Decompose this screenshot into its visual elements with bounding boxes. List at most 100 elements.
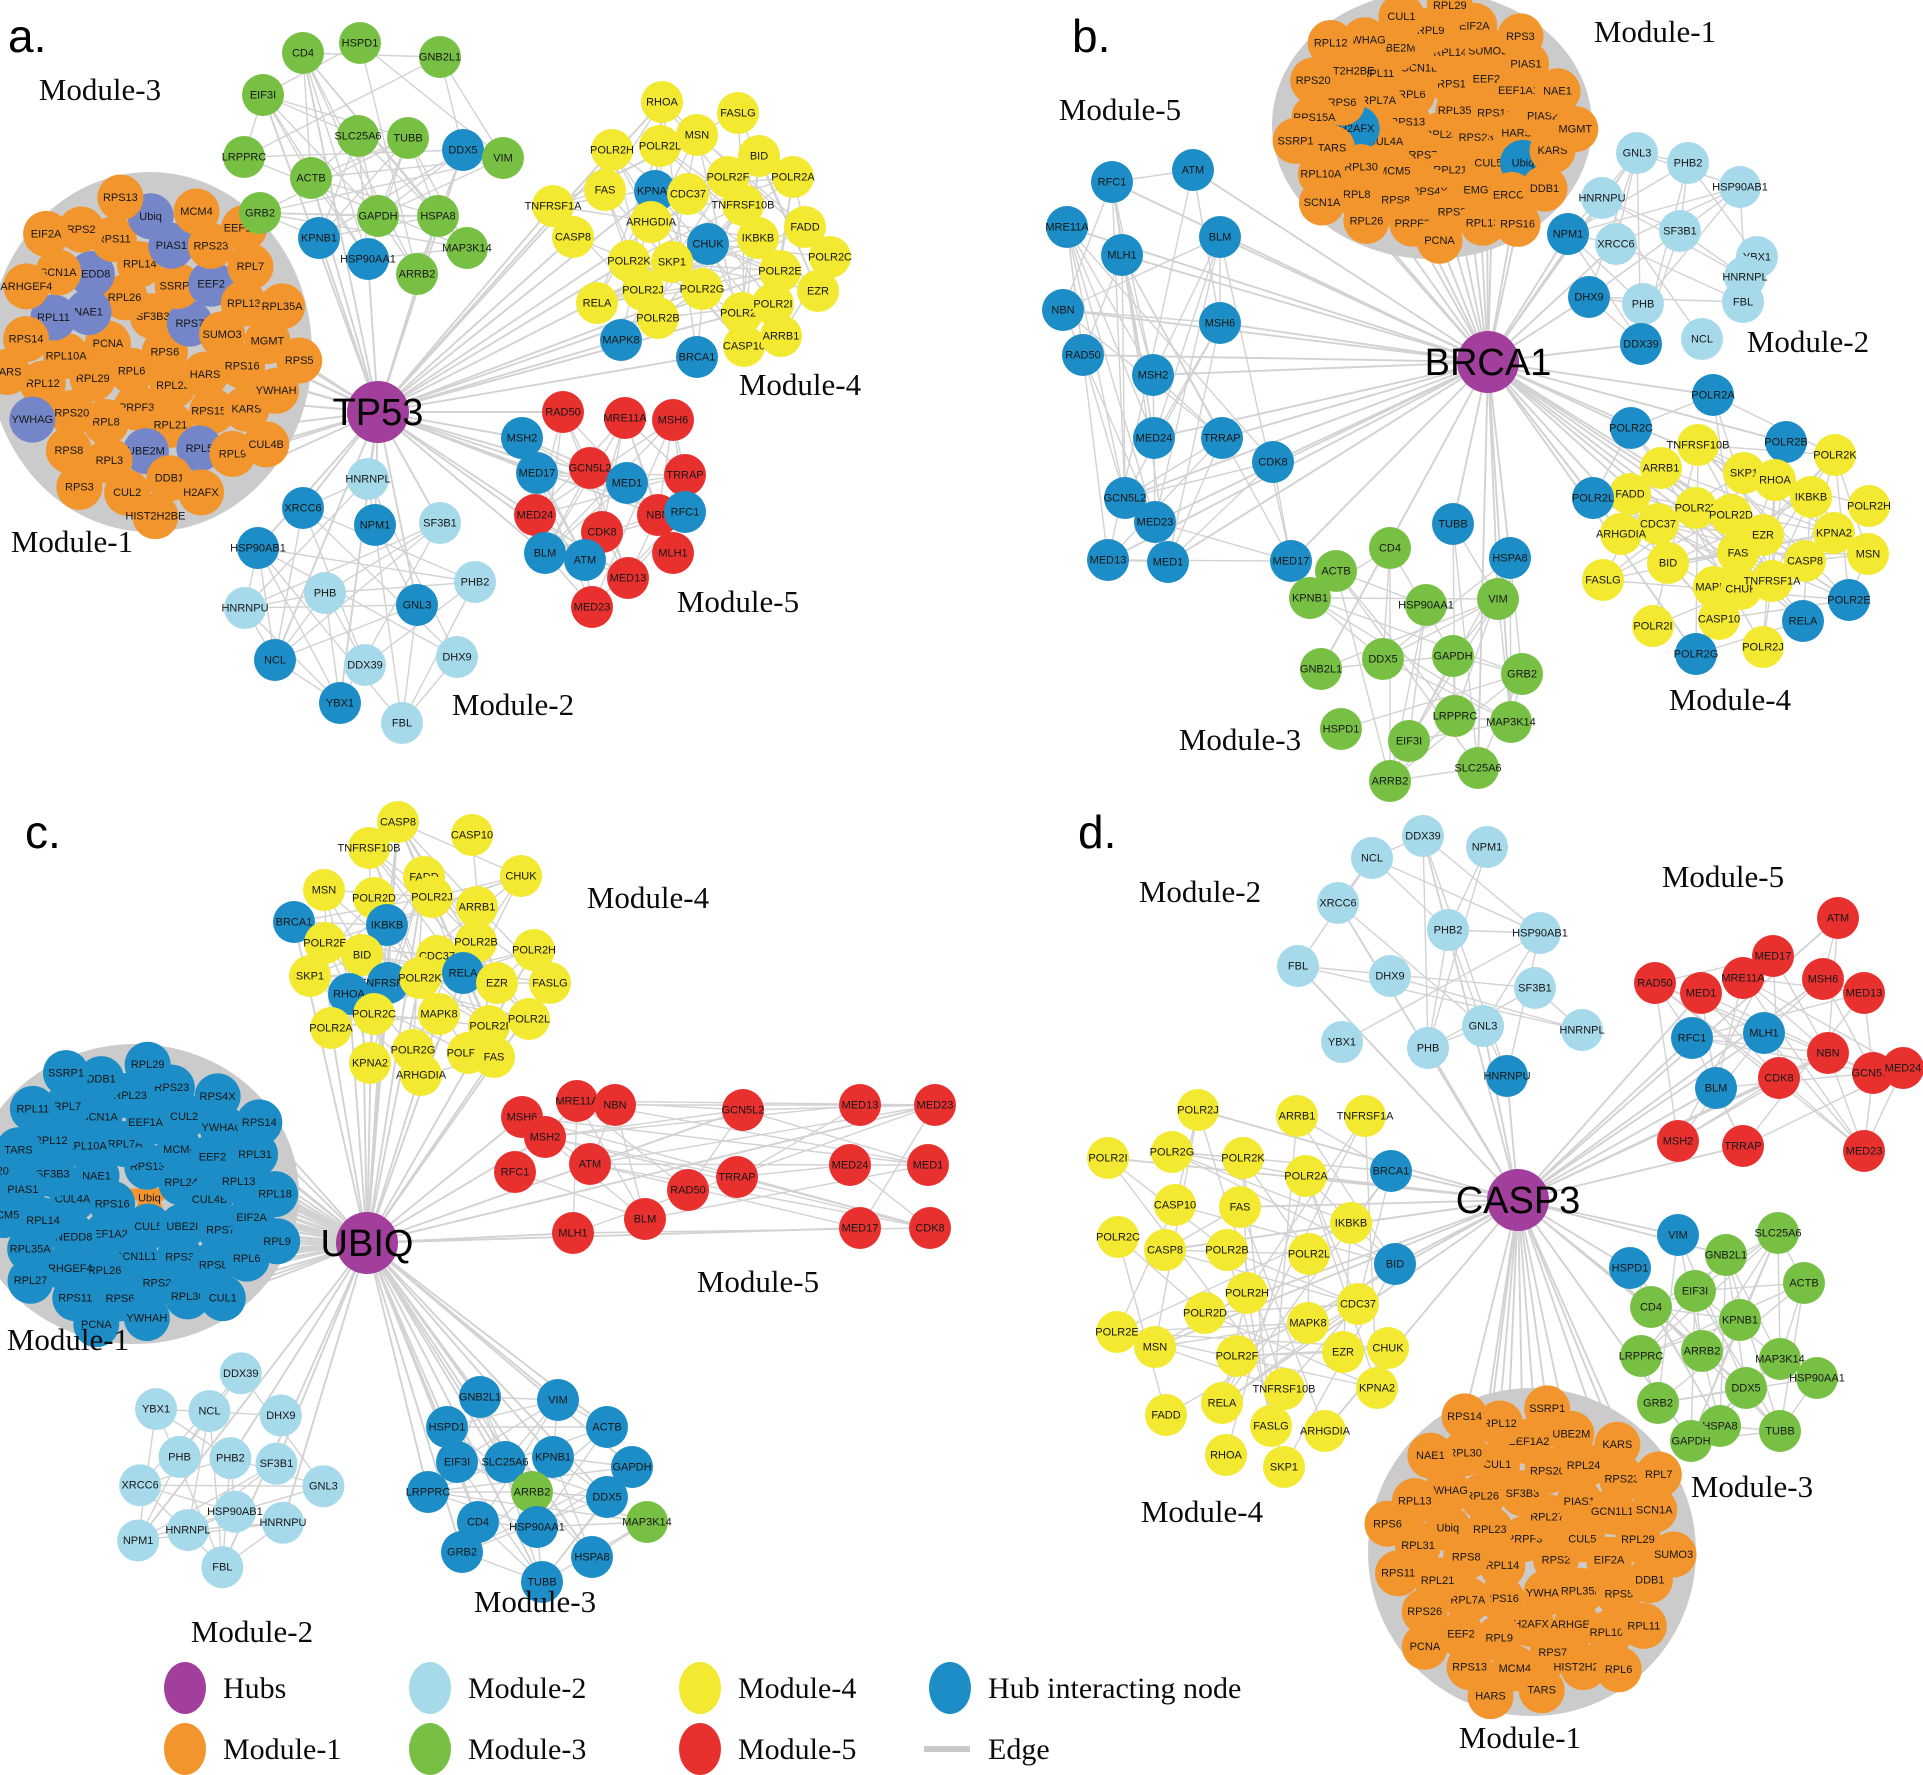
node-CDK8[interactable] [909, 1207, 951, 1249]
node-RPL27[interactable] [7, 1257, 54, 1304]
node-RPL29[interactable] [1426, 0, 1473, 29]
node-POLR2E[interactable] [1096, 1311, 1138, 1353]
node-EIF3I[interactable] [1674, 1270, 1716, 1312]
node-DDX39[interactable] [1620, 323, 1662, 365]
node-FBL[interactable] [381, 702, 423, 744]
node-BID[interactable] [341, 934, 383, 976]
node-POLR2C[interactable] [1097, 1216, 1139, 1258]
node-SCN1A[interactable] [1631, 1486, 1678, 1533]
node-POLR2G[interactable] [1151, 1131, 1193, 1173]
node-KARS[interactable] [1594, 1421, 1641, 1468]
node-SLC25A6[interactable] [484, 1441, 526, 1483]
node-GCN5L2[interactable] [569, 447, 611, 489]
node-MED23[interactable] [571, 586, 613, 628]
node-POLR2H[interactable] [591, 129, 633, 171]
node-POLR2E[interactable] [759, 250, 801, 292]
node-ARRB2[interactable] [396, 253, 438, 295]
node-RPS3[interactable] [1497, 13, 1544, 60]
node-POLR2A[interactable] [1285, 1155, 1327, 1197]
node-HSPA8[interactable] [571, 1536, 613, 1578]
node-ATM[interactable] [1172, 149, 1214, 191]
node-ACTB[interactable] [290, 157, 332, 199]
node-SKP1[interactable] [651, 241, 693, 283]
node-VIM[interactable] [1477, 578, 1519, 620]
hub-BRCA1[interactable] [1457, 331, 1519, 393]
node-BLM[interactable] [1199, 216, 1241, 258]
node-RPS6[interactable] [1364, 1500, 1411, 1547]
node-POLR2G[interactable] [1675, 633, 1717, 675]
node-RPL11[interactable] [1620, 1602, 1667, 1649]
node-EZR[interactable] [476, 962, 518, 1004]
node-YBX1[interactable] [1321, 1021, 1363, 1063]
node-RFC1[interactable] [1091, 161, 1133, 203]
node-RPS20[interactable] [1290, 57, 1337, 104]
node-VIM[interactable] [482, 137, 524, 179]
node-LRPPRC[interactable] [223, 136, 265, 178]
node-RFC1[interactable] [664, 491, 706, 533]
node-MED1[interactable] [606, 462, 648, 504]
node-BLM[interactable] [1695, 1067, 1737, 1109]
node-ACTB[interactable] [1315, 550, 1357, 592]
node-POLR2C[interactable] [353, 993, 395, 1035]
node-SSRP1[interactable] [154, 262, 201, 309]
node-POLR2I[interactable] [1087, 1137, 1129, 1179]
node-GNB2L1[interactable] [419, 36, 461, 78]
node-CASP10[interactable] [1698, 598, 1740, 640]
node-CHUK[interactable] [500, 855, 542, 897]
node-TRRAP[interactable] [1201, 417, 1243, 459]
node-SSRP1[interactable] [42, 1050, 89, 1097]
node-NCL[interactable] [1681, 318, 1723, 360]
node-EIF2A[interactable] [23, 210, 70, 257]
node-NPM1[interactable] [1466, 826, 1508, 868]
node-EIF3I[interactable] [436, 1441, 478, 1483]
node-YWHAG[interactable] [9, 396, 56, 443]
node-VIM[interactable] [1657, 1214, 1699, 1256]
node-MRE11A[interactable] [556, 1080, 598, 1122]
node-HSP90AA1[interactable] [1405, 584, 1447, 626]
node-MSH6[interactable] [1802, 958, 1844, 1000]
node-DDX5[interactable] [586, 1476, 628, 1518]
node-MED1[interactable] [907, 1144, 949, 1186]
node-RPL26[interactable] [1343, 197, 1390, 244]
node-MED13[interactable] [1843, 972, 1885, 1014]
node-MCM5[interactable] [0, 1192, 26, 1239]
node-MED1[interactable] [1680, 972, 1722, 1014]
node-POLR2K[interactable] [399, 957, 441, 999]
node-PHB[interactable] [1407, 1027, 1449, 1069]
node-POLR2H[interactable] [1226, 1272, 1268, 1314]
node-CDK8[interactable] [1252, 441, 1294, 483]
node-NBN[interactable] [594, 1084, 636, 1126]
node-GNL3[interactable] [302, 1465, 345, 1508]
node-NPM1[interactable] [117, 1519, 160, 1562]
node-RAD50[interactable] [542, 391, 584, 433]
node-HSP90AA1[interactable] [1796, 1357, 1838, 1399]
hub-UBIQ[interactable] [336, 1212, 398, 1274]
node-SLC25A6[interactable] [1457, 747, 1499, 789]
node-EIF3I[interactable] [1388, 720, 1430, 762]
node-POLR2L[interactable] [639, 125, 681, 167]
node-POLR2F[interactable] [1675, 487, 1717, 529]
node-POLR2I[interactable] [752, 283, 794, 325]
node-DDX39[interactable] [344, 644, 386, 686]
node-MSN[interactable] [1847, 533, 1889, 575]
node-RPL12[interactable] [19, 360, 66, 407]
node-SF3B1[interactable] [1514, 967, 1556, 1009]
node-GRB2[interactable] [1637, 1382, 1679, 1424]
node-NAE1[interactable] [65, 289, 112, 336]
node-POLR2K[interactable] [1222, 1137, 1264, 1179]
node-MED13[interactable] [607, 557, 649, 599]
node-HSP90AB1[interactable] [237, 527, 279, 569]
node-PCNA[interactable] [73, 1301, 120, 1348]
node-GAPDH[interactable] [357, 195, 399, 237]
node-POLR2B[interactable] [1206, 1229, 1248, 1271]
node-FBL[interactable] [1277, 945, 1319, 987]
node-CD4[interactable] [1630, 1286, 1672, 1328]
node-RPS16[interactable] [1494, 200, 1541, 247]
node-DDX5[interactable] [442, 129, 484, 171]
node-RPS2[interactable] [58, 206, 105, 253]
node-FASLG[interactable] [529, 962, 571, 1004]
node-NEDD8[interactable] [68, 250, 115, 297]
node-GRB2[interactable] [239, 192, 281, 234]
node-SKP1[interactable] [289, 955, 331, 997]
hub-CASP3[interactable] [1487, 1169, 1549, 1231]
